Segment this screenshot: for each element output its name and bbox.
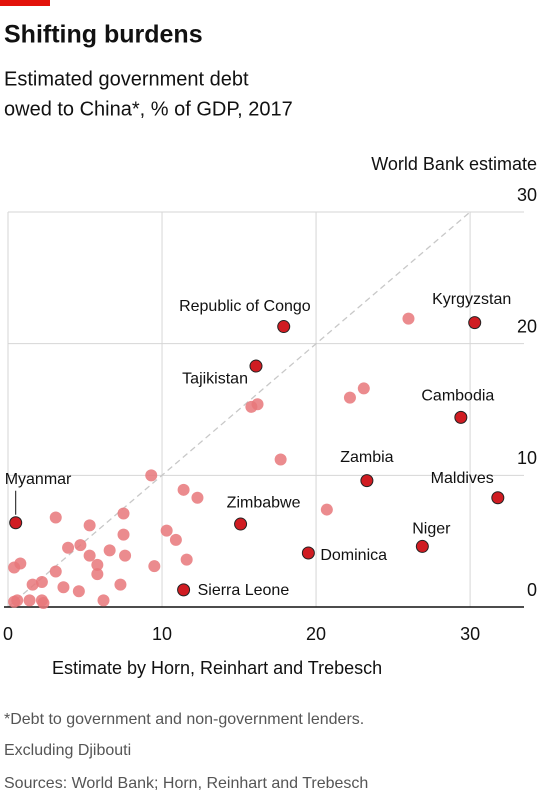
point	[49, 565, 62, 578]
point-label: Niger	[412, 521, 451, 538]
point	[103, 544, 116, 557]
point	[97, 594, 110, 607]
point-label: Zambia	[340, 449, 393, 466]
highlighted-point	[301, 546, 315, 560]
highlighted-point	[415, 539, 429, 553]
point	[37, 597, 50, 610]
highlighted-point	[177, 583, 191, 597]
point	[35, 575, 48, 588]
point	[145, 469, 158, 482]
point	[320, 503, 333, 516]
highlighted-point	[277, 320, 291, 334]
y-tick-label: 0	[527, 580, 537, 600]
chart-subtitle: owed to China*, % of GDP, 2017	[4, 98, 293, 120]
chart-title: Shifting burdens	[4, 21, 203, 49]
x-axis-title: Estimate by Horn, Reinhart and Trebesch	[52, 658, 382, 678]
y-tick-label: 30	[517, 185, 537, 205]
source: Sources: World Bank; Horn, Reinhart and …	[4, 775, 368, 792]
point	[8, 561, 21, 574]
point	[114, 578, 127, 591]
point-label: Republic of Congo	[179, 298, 311, 315]
point	[57, 581, 70, 594]
highlighted-point	[234, 517, 248, 531]
point	[119, 549, 132, 562]
point	[91, 568, 104, 581]
point	[169, 533, 182, 546]
y-tick-label: 10	[517, 448, 537, 468]
point-label: Zimbabwe	[227, 494, 301, 511]
point	[402, 312, 415, 325]
x-tick-label: 10	[152, 624, 172, 644]
x-tick-label: 0	[3, 624, 13, 644]
point	[117, 507, 130, 520]
point-label: Kyrgyzstan	[432, 291, 511, 308]
footnote: Excluding Djibouti	[4, 742, 131, 759]
highlighted-point	[468, 316, 482, 330]
highlighted-point	[9, 516, 23, 530]
chart-subtitle: Estimated government debt	[4, 68, 249, 90]
y-tick-label: 20	[517, 316, 537, 336]
point	[83, 549, 96, 562]
point-label: Dominica	[320, 547, 387, 564]
point	[191, 491, 204, 504]
point	[148, 560, 161, 573]
point	[357, 382, 370, 395]
point	[180, 553, 193, 566]
point	[8, 595, 21, 608]
point	[274, 453, 287, 466]
x-tick-label: 30	[460, 624, 480, 644]
point	[91, 558, 104, 571]
point	[117, 528, 130, 541]
point-label: Myanmar	[5, 471, 72, 488]
highlighted-point	[491, 491, 505, 505]
highlighted-point	[360, 474, 374, 488]
point	[160, 524, 173, 537]
point-label: Maldives	[431, 470, 494, 487]
parity-line	[7, 211, 471, 608]
y-axis-title: World Bank estimate	[371, 154, 537, 174]
x-tick-label: 20	[306, 624, 326, 644]
footnote: *Debt to government and non-government l…	[4, 711, 364, 728]
point-label: Tajikistan	[182, 370, 248, 387]
point	[74, 539, 87, 552]
point-label: Sierra Leone	[198, 582, 290, 599]
point	[83, 519, 96, 532]
point	[23, 594, 36, 607]
point	[245, 400, 258, 413]
brand-bar	[0, 0, 50, 6]
highlighted-point	[454, 410, 468, 424]
point	[72, 585, 85, 598]
point	[177, 483, 190, 496]
point	[62, 541, 75, 554]
point-label: Cambodia	[421, 388, 494, 405]
point	[26, 578, 39, 591]
point	[49, 511, 62, 524]
point	[343, 391, 356, 404]
highlighted-point	[249, 359, 263, 373]
